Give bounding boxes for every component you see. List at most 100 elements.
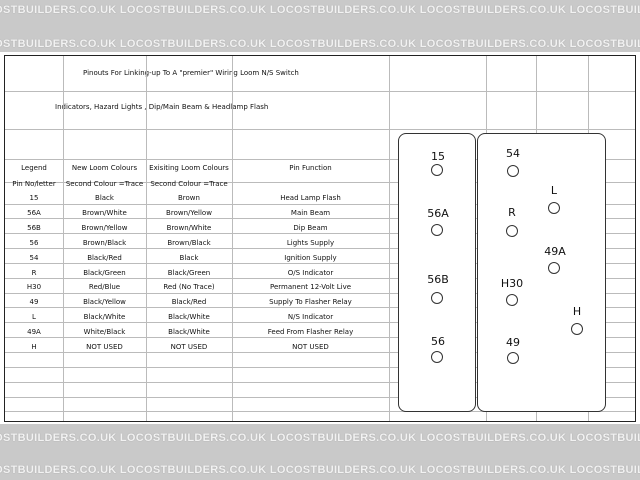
pin-label: 49A xyxy=(544,245,566,258)
table-row-cell: 56 xyxy=(29,238,39,247)
pinout-document: Pinouts For Linking-up To A "premier" Wi… xyxy=(4,55,636,422)
grid-line xyxy=(5,293,635,294)
grid-line xyxy=(5,248,635,249)
header-cell: Pin Function xyxy=(289,164,332,172)
document-title: Pinouts For Linking-up To A "premier" Wi… xyxy=(83,69,299,77)
table-row-cell: Black/Yellow xyxy=(83,298,126,307)
pin-label: 56A xyxy=(427,207,449,220)
table-row-cell: R xyxy=(31,268,37,277)
table-row-cell: Brown/White xyxy=(166,223,212,232)
watermark-text: LOCOSTBUILDERS.CO.UK LOCOSTBUILDERS.CO.U… xyxy=(0,432,640,444)
pin-terminal-icon xyxy=(548,202,560,214)
table-row-cell: Black/Green xyxy=(83,268,126,277)
pin-label: 49 xyxy=(506,336,520,349)
table-row-cell: 56A xyxy=(27,208,41,217)
pin-terminal-icon xyxy=(431,292,443,304)
watermark-text: LOCOSTBUILDERS.CO.UK LOCOSTBUILDERS.CO.U… xyxy=(0,464,640,476)
document-subtitle: Indicators, Hazard Lights , Dip/Main Bea… xyxy=(55,103,269,111)
grid-line xyxy=(389,56,390,421)
pin-terminal-icon xyxy=(506,225,518,237)
table-row-cell: Brown/White xyxy=(82,208,127,217)
table-row-cell: Black xyxy=(95,194,114,202)
table-row-cell: NOT USED xyxy=(170,343,208,351)
table-row-cell: Brown/Black xyxy=(82,238,127,247)
grid-line xyxy=(5,397,635,398)
table-row-cell: Brown/Black xyxy=(167,238,211,247)
grid-line xyxy=(5,367,635,368)
watermark-text: LOCOSTBUILDERS.CO.UK LOCOSTBUILDERS.CO.U… xyxy=(0,38,640,50)
grid-line xyxy=(5,263,635,264)
grid-line xyxy=(5,218,635,219)
table-row-cell: Brown/Yellow xyxy=(166,208,212,217)
pin-terminal-icon xyxy=(431,351,443,363)
table-row-cell: 54 xyxy=(29,253,39,262)
pin-label: 56B xyxy=(427,273,449,286)
grid-line xyxy=(5,129,635,130)
table-row-cell: H xyxy=(31,343,37,351)
table-row-cell: 15 xyxy=(29,194,39,202)
subheader-cell: Pin No/letter xyxy=(12,180,56,188)
header-cell: Exisiting Loom Colours xyxy=(149,164,229,172)
table-row-cell: 49 xyxy=(29,298,39,307)
pin-terminal-icon xyxy=(507,352,519,364)
table-row-cell: White/Black xyxy=(83,328,126,337)
table-row-cell: Brown/Yellow xyxy=(81,223,128,232)
table-row-cell: Main Beam xyxy=(290,208,331,217)
grid-line xyxy=(5,322,635,323)
grid-line xyxy=(5,182,635,183)
header-cell: Legend xyxy=(21,164,47,172)
table-row-cell: Black xyxy=(179,253,199,262)
pin-label: 15 xyxy=(431,150,445,163)
table-row-cell: Black/Red xyxy=(171,298,207,307)
table-row-cell: Red (No Trace) xyxy=(163,283,215,292)
table-row-cell: Black/White xyxy=(168,328,210,337)
switch-right-block xyxy=(477,133,606,412)
table-row-cell: Black/Red xyxy=(87,253,122,262)
grid-line xyxy=(5,307,635,308)
watermark-band-top: LOCOSTBUILDERS.CO.UK LOCOSTBUILDERS.CO.U… xyxy=(0,0,640,52)
grid-line xyxy=(5,411,635,412)
table-row-cell: Brown xyxy=(178,194,200,202)
grid-line xyxy=(63,56,64,421)
table-row-cell: Feed From Flasher Relay xyxy=(267,328,354,337)
pin-terminal-icon xyxy=(506,294,518,306)
table-row-cell: Red/Blue xyxy=(88,283,121,292)
grid-line xyxy=(232,56,233,421)
subheader-cell: Second Colour =Trace xyxy=(65,180,144,188)
grid-line xyxy=(5,233,635,234)
pin-terminal-icon xyxy=(548,262,560,274)
table-row-cell: Black/Green xyxy=(167,268,211,277)
grid-line xyxy=(5,278,635,279)
subheader-cell: Second Colour =Trace xyxy=(150,180,228,188)
table-row-cell: Black/White xyxy=(168,313,210,322)
table-row-cell: Head Lamp Flash xyxy=(280,194,341,202)
grid-line xyxy=(5,382,635,383)
pin-label: 54 xyxy=(506,147,520,160)
table-row-cell: Supply To Flasher Relay xyxy=(269,298,352,307)
table-row-cell: Ignition Supply xyxy=(284,253,337,262)
grid-line xyxy=(5,352,635,353)
header-cell: New Loom Colours xyxy=(71,164,138,172)
pin-label: H30 xyxy=(500,277,524,290)
table-row-cell: 49A xyxy=(27,328,41,337)
pin-terminal-icon xyxy=(507,165,519,177)
table-row-cell: NOT USED xyxy=(292,343,329,351)
grid-line xyxy=(5,159,635,160)
table-row-cell: Permanent 12-Volt Live xyxy=(269,283,352,292)
grid-line xyxy=(146,56,147,421)
pin-terminal-icon xyxy=(431,224,443,236)
grid-line xyxy=(5,204,635,205)
pin-label: 56 xyxy=(431,335,445,348)
watermark-text: LOCOSTBUILDERS.CO.UK LOCOSTBUILDERS.CO.U… xyxy=(0,4,640,16)
table-row-cell: O/S Indicator xyxy=(287,268,334,277)
table-row-cell: Dip Beam xyxy=(293,223,328,232)
table-row-cell: L xyxy=(32,313,36,322)
pin-terminal-icon xyxy=(431,164,443,176)
table-row-cell: NOT USED xyxy=(86,343,123,351)
pin-label: H xyxy=(572,305,582,318)
switch-left-block xyxy=(398,133,476,412)
table-row-cell: Black/White xyxy=(83,313,126,322)
table-row-cell: N/S Indicator xyxy=(287,313,334,322)
pin-label: L xyxy=(550,184,558,197)
pin-terminal-icon xyxy=(571,323,583,335)
